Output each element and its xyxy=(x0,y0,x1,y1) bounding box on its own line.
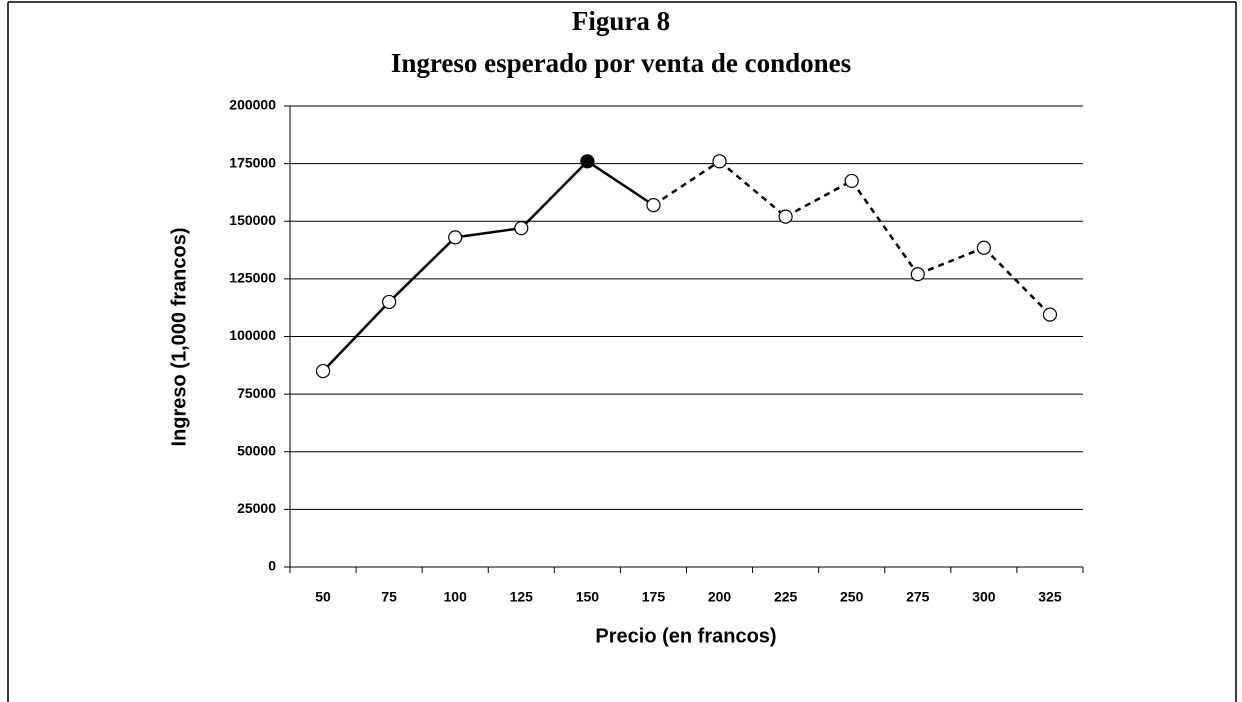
point xyxy=(1042,307,1058,322)
point xyxy=(382,294,397,310)
point xyxy=(514,221,529,236)
point xyxy=(844,173,859,189)
line-segment xyxy=(322,301,391,372)
line-segment xyxy=(388,236,457,303)
point xyxy=(976,240,991,255)
point xyxy=(448,230,463,245)
point xyxy=(646,198,661,213)
x-tick-label: 175 xyxy=(642,589,666,605)
x-tick-label: 275 xyxy=(906,589,930,605)
point xyxy=(712,154,727,169)
y-tick-label: 200000 xyxy=(229,97,276,113)
y-tick-label: 100000 xyxy=(229,327,276,343)
x-tick-label: 125 xyxy=(510,589,534,605)
line-segment xyxy=(652,160,721,207)
x-tick-label: 150 xyxy=(576,589,600,605)
point xyxy=(315,363,331,379)
y-tick-label: 25000 xyxy=(237,500,276,516)
x-tick-label: 100 xyxy=(444,589,468,605)
y-tick-label: 175000 xyxy=(229,154,276,170)
y-tick-label: 75000 xyxy=(237,385,276,401)
chart-subtitle: Ingreso esperado por venta de condones xyxy=(391,48,851,78)
y-tick-label: 0 xyxy=(268,558,276,574)
x-tick-label: 75 xyxy=(381,589,397,605)
line-segment xyxy=(982,246,1051,316)
line-segment xyxy=(917,246,985,276)
x-tick-label: 200 xyxy=(708,589,732,605)
point xyxy=(778,209,793,224)
chart-title: Figura 8 xyxy=(572,6,670,36)
line-segment xyxy=(850,180,919,275)
y-tick-label: 125000 xyxy=(229,270,276,286)
line-segment xyxy=(718,160,787,218)
x-axis-label: Precio (en francos) xyxy=(595,625,776,647)
x-tick-label: 325 xyxy=(1038,589,1062,605)
y-axis-label: Ingreso (1,000 francos) xyxy=(168,228,190,447)
point xyxy=(580,154,595,169)
x-tick-label: 300 xyxy=(972,589,996,605)
point xyxy=(910,267,925,282)
y-tick-label: 150000 xyxy=(229,212,276,228)
line-segment xyxy=(586,160,655,207)
line-segment xyxy=(785,179,853,218)
x-tick-label: 50 xyxy=(315,589,331,605)
x-tick-label: 225 xyxy=(774,589,798,605)
y-tick-label: 50000 xyxy=(237,442,276,458)
line-segment xyxy=(455,226,522,239)
line-segment xyxy=(520,160,589,230)
x-tick-label: 250 xyxy=(840,589,864,605)
